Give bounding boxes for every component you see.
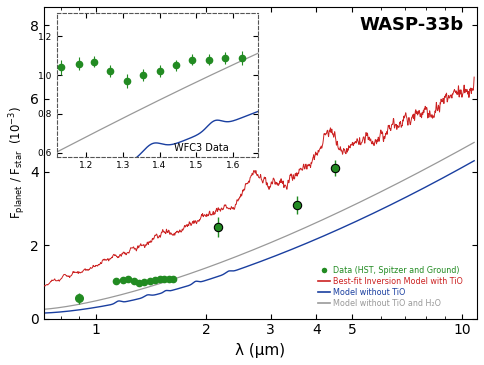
Text: WASP-33b: WASP-33b <box>360 16 464 34</box>
Legend: Data (HST, Spitzer and Ground), Best-fit Inversion Model with TiO, Model without: Data (HST, Spitzer and Ground), Best-fit… <box>315 263 467 311</box>
Y-axis label: F$_\mathrm{planet}$ / F$_\mathrm{star}$  (10$^{-3}$): F$_\mathrm{planet}$ / F$_\mathrm{star}$ … <box>7 106 28 219</box>
X-axis label: λ (μm): λ (μm) <box>236 343 286 358</box>
